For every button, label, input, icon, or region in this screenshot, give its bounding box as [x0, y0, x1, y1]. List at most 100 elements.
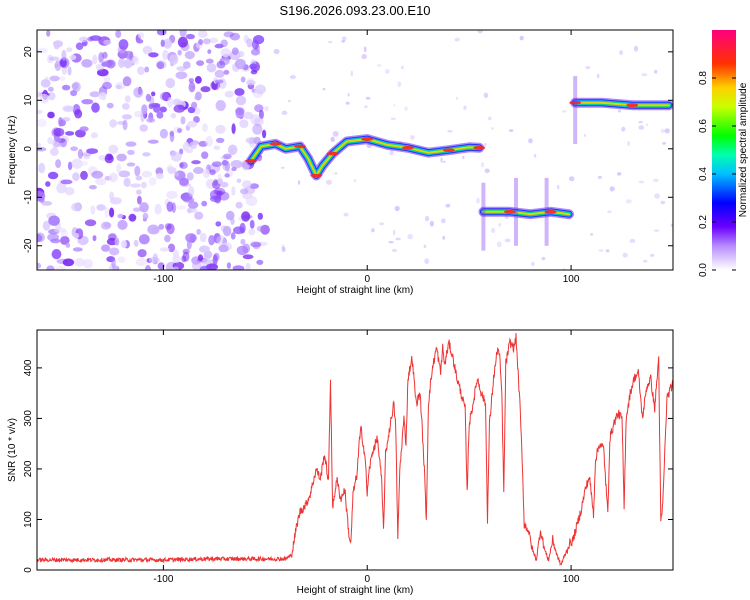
- faint-speck: [423, 244, 427, 248]
- noise-blob: [59, 57, 70, 69]
- noise-blob: [231, 123, 236, 135]
- noise-blob: [177, 128, 182, 133]
- colorbar-tick-label: 0.6: [698, 119, 709, 133]
- noise-blob: [231, 47, 239, 55]
- noise-blob: [253, 117, 264, 127]
- noise-blob: [74, 109, 83, 119]
- noise-blob: [158, 223, 165, 230]
- noise-blob: [249, 183, 259, 189]
- noise-blob: [146, 117, 156, 123]
- noise-blob: [249, 219, 255, 229]
- noise-blob: [252, 123, 263, 135]
- faint-speck: [390, 117, 396, 120]
- noise-blob: [73, 232, 79, 239]
- faint-speck: [528, 138, 533, 144]
- faint-speck: [650, 253, 655, 257]
- noise-blob: [120, 240, 127, 249]
- noise-blob: [62, 106, 74, 113]
- noise-blob: [101, 244, 111, 252]
- noise-blob: [37, 118, 47, 128]
- faint-speck: [392, 229, 396, 236]
- noise-blob: [221, 159, 228, 166]
- noise-blob: [89, 35, 102, 41]
- faint-speck: [585, 66, 591, 70]
- noise-blob: [90, 132, 98, 139]
- noise-blob: [96, 204, 106, 211]
- noise-blob: [142, 152, 151, 157]
- faint-speck: [597, 175, 603, 179]
- faint-speck: [607, 210, 612, 213]
- noise-blob: [207, 49, 212, 54]
- noise-blob: [240, 238, 246, 245]
- faint-speck: [341, 40, 346, 43]
- faint-speck: [388, 241, 394, 244]
- faint-speck: [264, 106, 269, 112]
- spectrogram-y-tick-label: -10: [23, 190, 34, 205]
- noise-blob: [237, 50, 245, 58]
- noise-blob: [50, 147, 59, 156]
- noise-blob: [209, 169, 216, 176]
- faint-speck: [557, 185, 560, 190]
- snr-panel: -100 0 100 0 100 200 300 400 Height of straigh…: [7, 329, 674, 596]
- noise-blob: [134, 110, 143, 118]
- noise-blob: [60, 235, 70, 245]
- noise-blob: [131, 55, 140, 66]
- faint-speck: [617, 109, 622, 113]
- faint-speck: [488, 116, 492, 121]
- faint-speck: [364, 105, 368, 109]
- faint-speck: [462, 155, 465, 160]
- noise-blob: [193, 166, 204, 175]
- snr-y-axis-label: SNR (10 * v/v): [7, 418, 18, 482]
- noise-blob: [182, 141, 190, 152]
- noise-blob: [223, 153, 232, 160]
- noise-blob: [217, 178, 223, 185]
- heatmap-area: [37, 30, 673, 270]
- ridge-peak: [473, 146, 486, 150]
- faint-speck: [407, 233, 414, 240]
- noise-blob: [185, 33, 195, 40]
- noise-blob: [216, 137, 225, 143]
- noise-blob: [180, 116, 186, 125]
- faint-speck: [609, 186, 616, 192]
- noise-blob: [235, 95, 247, 106]
- noise-blob: [70, 90, 78, 97]
- faint-speck: [483, 92, 489, 99]
- noise-blob: [185, 233, 197, 243]
- ridge-peak: [361, 137, 374, 141]
- faint-speck: [342, 36, 347, 41]
- noise-blob: [115, 82, 126, 90]
- noise-blob: [167, 164, 174, 175]
- spectrogram-x-tick-label: 0: [364, 274, 370, 285]
- noise-blob: [167, 167, 177, 174]
- vertical-smear: [514, 177, 518, 246]
- vertical-smear: [544, 177, 549, 246]
- noise-blob: [71, 82, 79, 90]
- noise-blob: [123, 59, 133, 69]
- noise-blob: [48, 92, 56, 101]
- noise-blob: [184, 51, 195, 60]
- noise-blob: [126, 162, 136, 167]
- noise-blob: [47, 54, 54, 64]
- noise-blob: [241, 211, 251, 222]
- noise-blob: [88, 185, 97, 190]
- noise-blob: [202, 123, 208, 132]
- snr-y-tick-label: 400: [23, 359, 34, 376]
- noise-blob: [167, 243, 176, 253]
- noise-blob: [250, 48, 261, 56]
- noise-blob: [134, 165, 141, 177]
- noise-blob: [224, 90, 234, 98]
- faint-speck: [638, 180, 645, 184]
- noise-blob: [203, 250, 213, 259]
- spectrogram-x-tick-label: 100: [563, 274, 580, 285]
- noise-blob: [45, 181, 51, 187]
- noise-blob: [39, 93, 50, 104]
- noise-blob: [249, 63, 258, 70]
- noise-blob: [61, 117, 71, 122]
- noise-blob: [154, 203, 162, 215]
- faint-speck: [498, 223, 501, 227]
- noise-blob: [242, 254, 254, 260]
- noise-blob: [234, 88, 245, 96]
- faint-speck: [491, 127, 494, 130]
- noise-blob: [212, 254, 218, 266]
- snr-y-tick-label: 0: [23, 567, 34, 573]
